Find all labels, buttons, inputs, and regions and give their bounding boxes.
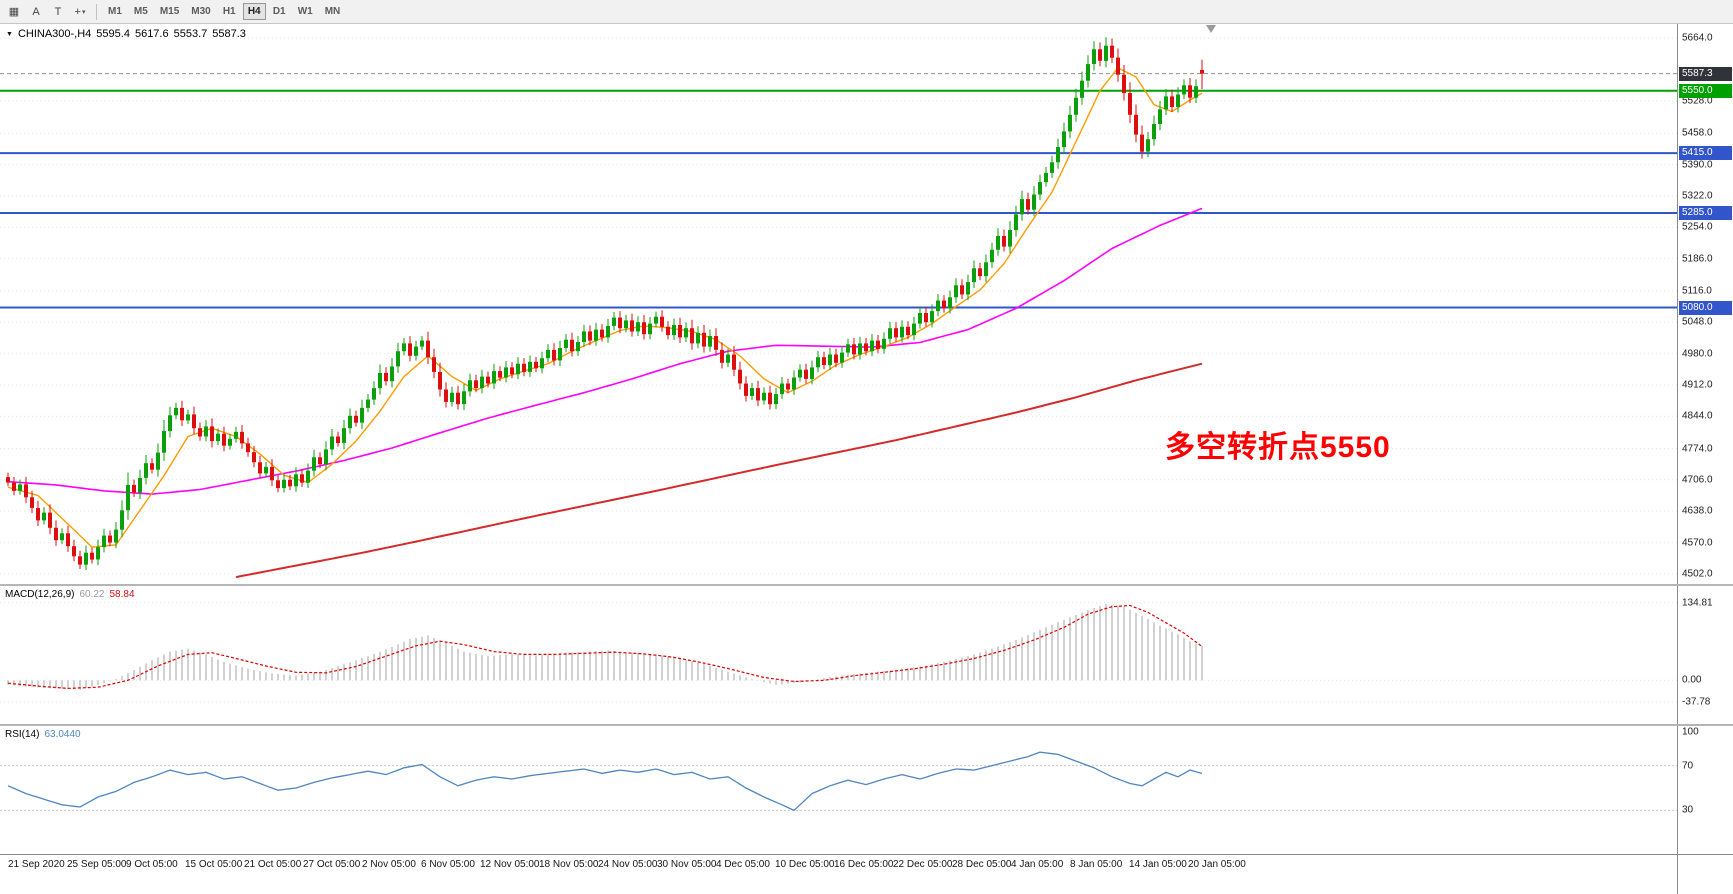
ohlc-high: 5617.6 [134,28,169,40]
rsi-scale[interactable]: 100 70 30 [1677,726,1733,854]
time-axis-label: 4 Jan 05:00 [1011,859,1064,870]
time-axis-label: 15 Oct 05:00 [185,859,243,870]
price-tick-label: 4912.0 [1682,379,1713,391]
time-axis-label: 6 Nov 05:00 [421,859,475,870]
timeframe-button-mn[interactable]: MN [324,6,341,17]
macd-scale[interactable]: 134.81 0.00 -37.78 [1677,586,1733,724]
timeframe-button-m5[interactable]: M5 [133,6,148,17]
price-badge: 5415.0 [1679,146,1732,161]
candlestick-chart [0,25,1677,579]
toolbar: ▦ A T + ▾ M1 M5 M15 M30 H1 H4 D1 W1 MN [0,0,1733,24]
time-axis-label: 10 Dec 05:00 [775,859,835,870]
timeframe-button-h1[interactable]: H1 [222,6,236,17]
crosshair-tool-button[interactable]: + ▾ [74,5,86,18]
price-tick-label: 5048.0 [1682,316,1713,328]
price-tick-label: 5116.0 [1682,285,1712,297]
price-tick-label: 5664.0 [1682,32,1713,44]
price-tick-label: 4638.0 [1682,505,1713,517]
macd-chart [0,602,1677,703]
chart-annotation-text: 多空转折点5550 [1165,431,1391,464]
time-axis-label: 12 Nov 05:00 [480,859,540,870]
rsi-scale-label: 30 [1682,804,1694,816]
price-tick-label: 4980.0 [1682,348,1713,359]
price-tick-label: 5528.0 [1682,95,1713,107]
timeframe-button-m1[interactable]: M1 [108,6,122,17]
timeframe-group: M1 M5 M15 M30 H1 H4 D1 W1 MN [103,3,345,20]
main-chart-panel: ▼ CHINA300-,H4 5595.4 5617.6 5553.7 5587… [0,24,1733,584]
drawing-tools-group: ▦ A T + ▾ [4,2,90,21]
time-axis-label: 2 Nov 05:00 [362,859,416,870]
ohlc-low: 5553.7 [173,28,208,40]
time-axis-label: 21 Sep 2020 [8,859,65,870]
time-axis-label: 20 Jan 05:00 [1188,859,1246,870]
time-axis-label: 18 Nov 05:00 [539,859,599,870]
macd-scale-label: 134.81 [1682,597,1713,609]
time-axis-label: 4 Dec 05:00 [716,859,770,870]
time-axis-label: 30 Nov 05:00 [657,859,717,870]
price-scale[interactable]: 5664.0 5528.0 5458.0 5390.0 5322.0 5254.0 5186… [1677,24,1733,584]
symbol-dropdown-icon[interactable]: ▼ [6,30,13,38]
rsi-label: RSI(14) 63.0440 [5,729,81,740]
toolbar-separator [96,3,97,20]
price-tick-label: 5458.0 [1682,127,1713,139]
price-tick-label: 4502.0 [1682,568,1713,580]
text-tool-button[interactable]: T [54,5,62,18]
dropdown-caret-icon: ▾ [81,8,86,16]
time-axis-label: 14 Jan 05:00 [1129,859,1187,870]
rsi-panel: RSI(14) 63.0440 100 70 30 [0,724,1733,854]
macd-scale-label: -37.78 [1682,696,1711,708]
timeframe-button-h4[interactable]: H4 [242,3,266,20]
timeframe-button-m30[interactable]: M30 [191,6,211,17]
timeframe-button-w1[interactable]: W1 [297,6,313,17]
price-badge: 5285.0 [1679,206,1732,220]
price-tick-label: 5390.0 [1682,159,1713,171]
rsi-scale-label: 70 [1682,760,1694,772]
time-axis-label: 25 Sep 05:00 [67,859,127,870]
time-axis-label: 21 Oct 05:00 [244,859,302,870]
rsi-value: 63.0440 [44,729,81,740]
time-axis-labels[interactable]: 21 Sep 2020 25 Sep 05:00 9 Oct 05:00 15 Oct… [0,855,1677,894]
macd-label: MACD(12,26,9) 60.22 58.84 [5,589,135,600]
ohlc-open: 5595.4 [96,28,130,40]
macd-panel: MACD(12,26,9) 60.22 58.84 134.81 0.00 -37.… [0,584,1733,724]
time-axis-label: 9 Oct 05:00 [126,859,178,870]
cursor-tool-button[interactable]: A [32,5,40,18]
price-tick-label: 4706.0 [1682,474,1713,486]
timeframe-button-m15[interactable]: M15 [159,6,180,17]
symbol-header: ▼ CHINA300-,H4 5595.4 5617.6 5553.7 5587… [6,28,246,40]
time-axis-label: 8 Jan 05:00 [1070,859,1123,870]
macd-scale-label: 0.00 [1682,674,1702,686]
rsi-name: RSI(14) [5,729,40,740]
macd-signal-value: 58.84 [109,589,135,600]
macd-name: MACD(12,26,9) [5,589,75,600]
price-badge: 5587.3 [1679,66,1732,81]
grid-pattern-button[interactable]: ▦ [8,6,20,18]
price-badge: 5550.0 [1679,83,1732,98]
time-axis-label: 27 Oct 05:00 [303,859,361,870]
macd-chart-area[interactable]: MACD(12,26,9) 60.22 58.84 [0,586,1677,724]
time-axis-label: 24 Nov 05:00 [598,859,658,870]
price-tick-label: 5322.0 [1682,190,1713,202]
price-tick-label: 4570.0 [1682,537,1713,548]
main-chart-area[interactable]: ▼ CHINA300-,H4 5595.4 5617.6 5553.7 5587… [0,24,1677,584]
rsi-chart-area[interactable]: RSI(14) 63.0440 [0,726,1677,854]
time-axis-label: 22 Dec 05:00 [893,859,953,870]
price-tick-label: 4844.0 [1682,410,1713,422]
timeframe-button-d1[interactable]: D1 [272,6,286,17]
price-badge: 5080.0 [1679,300,1732,315]
rsi-scale-label: 100 [1682,726,1699,738]
price-tick-label: 4774.0 [1682,443,1713,454]
price-tick-label: 5254.0 [1682,221,1713,233]
price-tick-label: 5186.0 [1682,253,1713,265]
macd-main-value: 60.22 [79,589,105,600]
time-axis-label: 28 Dec 05:00 [952,859,1012,870]
time-axis-corner [1677,855,1733,894]
ohlc-close: 5587.3 [212,28,246,40]
time-axis-label: 16 Dec 05:00 [834,859,894,870]
time-axis[interactable]: 21 Sep 2020 25 Sep 05:00 9 Oct 05:00 15 Oct… [0,854,1733,894]
rsi-chart [0,751,1677,812]
symbol-name: CHINA300-,H4 [17,28,92,40]
